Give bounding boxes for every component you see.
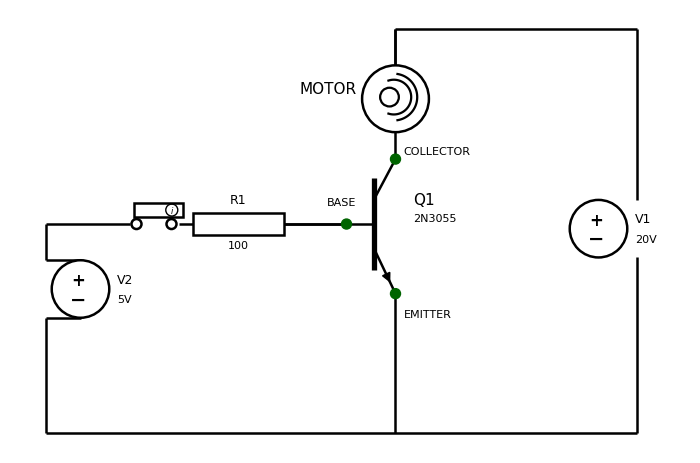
Circle shape [342,219,351,230]
Bar [193,213,284,236]
Bar [134,204,183,218]
Text: Q1: Q1 [414,192,435,207]
Text: i: i [171,206,173,215]
Text: R1: R1 [230,193,246,206]
Text: MOTOR: MOTOR [300,82,357,97]
Text: COLLECTOR: COLLECTOR [403,147,470,157]
Text: V1: V1 [636,213,652,225]
Text: 100: 100 [228,240,248,250]
Text: V2: V2 [118,273,134,286]
Text: BASE: BASE [327,198,356,207]
Circle shape [52,261,109,318]
Text: −: − [588,230,605,249]
Circle shape [362,66,429,133]
Text: 5V: 5V [118,294,132,304]
Circle shape [391,289,400,299]
Text: +: + [71,272,85,290]
Circle shape [570,200,627,258]
Polygon shape [383,273,390,282]
Circle shape [391,155,400,165]
Text: −: − [70,290,87,309]
Text: EMITTER: EMITTER [403,309,452,319]
Text: +: + [589,212,603,230]
Text: 2N3055: 2N3055 [414,213,457,224]
Text: 20V: 20V [636,234,657,244]
